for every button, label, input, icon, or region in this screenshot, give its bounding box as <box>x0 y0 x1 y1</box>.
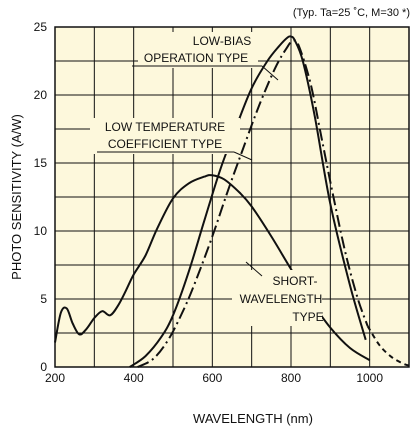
y-tick-label: 25 <box>34 20 48 34</box>
y-axis-title: PHOTO SENSITIVITY (A/W) <box>9 114 24 280</box>
annotation-short-wavelength: SHORT- WAVELENGTH TYPE <box>232 261 324 326</box>
x-tick-label: 200 <box>45 371 65 385</box>
series-line-lowbias <box>137 39 369 368</box>
x-tick-label: 600 <box>202 371 222 385</box>
annotation-low-bias-line2: OPERATION TYPE <box>144 51 248 65</box>
condition-note: (Typ. Ta=25 ˚C, M=30 *) <box>293 7 410 19</box>
annotation-low-bias-leader <box>261 65 279 81</box>
annotation-low-bias: LOW-BIAS OPERATION TYPE <box>132 32 279 81</box>
y-tick-label: 10 <box>34 224 48 238</box>
annotation-short-line1: SHORT- <box>272 274 317 288</box>
x-tick-label: 1000 <box>356 371 383 385</box>
series-line-lowbias-tail <box>366 325 410 367</box>
x-tick-label: 800 <box>281 371 301 385</box>
annotation-low-temperature-line1: LOW TEMPERATURE <box>105 120 225 134</box>
x-axis-title: WAVELENGTH (nm) <box>193 411 313 426</box>
tick-labels: 200 400 600 800 1000 0 5 10 15 20 25 <box>34 20 384 385</box>
series-line-lowtemp <box>129 35 367 368</box>
annotation-low-bias-line1: LOW-BIAS <box>193 34 251 48</box>
annotation-low-temperature-leader <box>233 151 253 161</box>
annotation-short-line3: TYPE <box>292 310 323 324</box>
y-tick-label: 20 <box>34 88 48 102</box>
y-tick-label: 15 <box>34 156 48 170</box>
annotation-short-line2: WAVELENGTH <box>240 292 323 306</box>
annotation-low-temperature: LOW TEMPERATURE COEFFICIENT TYPE <box>90 118 253 161</box>
series-layer <box>54 35 410 368</box>
annotation-low-temperature-line2: COEFFICIENT TYPE <box>108 137 222 151</box>
plot-frame <box>54 26 410 368</box>
y-tick-label: 0 <box>40 360 47 374</box>
y-tick-label: 5 <box>40 292 47 306</box>
x-tick-label: 400 <box>124 371 144 385</box>
series-line-short <box>54 174 371 362</box>
annotation-short-leader <box>245 261 263 277</box>
